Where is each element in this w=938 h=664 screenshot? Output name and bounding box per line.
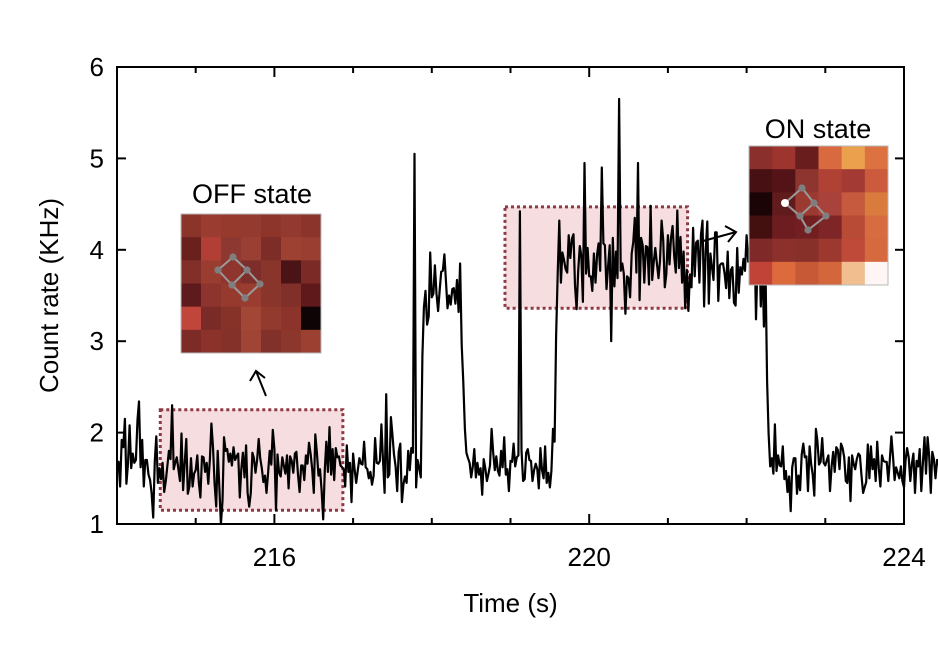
- on-pixel: [772, 215, 796, 240]
- off-pixel: [281, 283, 302, 308]
- off-pixel: [221, 214, 242, 238]
- off-pixel: [201, 283, 222, 308]
- off-state-inset: OFF state: [180, 179, 322, 397]
- on-pixel: [772, 238, 796, 263]
- off-pixel: [241, 306, 262, 331]
- off-pixel: [221, 237, 242, 261]
- x-tick-label: 224: [882, 542, 925, 572]
- on-pixel: [864, 169, 889, 193]
- on-pixel: [841, 261, 866, 286]
- on-pixel: [818, 169, 843, 193]
- on-pixel: [795, 146, 819, 170]
- off-pixel: [261, 283, 282, 308]
- y-axis-label: Count rate (KHz): [34, 198, 64, 393]
- off-pixel: [181, 306, 202, 331]
- on-pixel: [772, 169, 796, 193]
- off-pixel: [301, 283, 322, 308]
- off-pixel: [181, 329, 202, 354]
- on-state-image: [748, 145, 889, 286]
- off-pixel: [301, 306, 322, 331]
- off-pixel: [201, 237, 222, 261]
- off-pixel: [181, 237, 202, 261]
- y-tick-label: 5: [90, 143, 104, 173]
- off-molecule-icon: [214, 253, 264, 302]
- on-pixel: [864, 238, 889, 263]
- x-tick-label: 216: [253, 542, 296, 572]
- x-tick-label: 220: [568, 542, 611, 572]
- off-state-image: [180, 213, 322, 354]
- on-pixel: [818, 261, 843, 286]
- off-pixel: [281, 306, 302, 331]
- off-pixel: [241, 329, 262, 354]
- y-tick-label: 4: [90, 235, 104, 265]
- off-pixel: [301, 214, 322, 238]
- on-pixel: [749, 238, 773, 263]
- off-pixel: [181, 214, 202, 238]
- x-axis-label: Time (s): [463, 588, 557, 618]
- on-pixel: [864, 215, 889, 240]
- off-pixel: [241, 237, 262, 261]
- off-pixel: [261, 306, 282, 331]
- off-pixel: [281, 329, 302, 354]
- off-arrow-icon: [249, 369, 267, 397]
- on-pixel: [841, 238, 866, 263]
- y-tick-label: 2: [90, 418, 104, 448]
- off-pixel: [301, 260, 322, 284]
- off-pixel: [201, 214, 222, 238]
- off-pixel: [301, 329, 322, 354]
- on-pixel: [818, 192, 843, 216]
- on-pixel: [749, 192, 773, 216]
- off-pixel: [261, 237, 282, 261]
- on-pixel: [864, 146, 889, 170]
- on-state-label: ON state: [765, 114, 872, 144]
- on-pixel: [772, 146, 796, 170]
- off-pixel: [221, 329, 242, 354]
- off-pixel: [201, 329, 222, 354]
- on-state-inset: ON state: [702, 114, 889, 286]
- trace-layer: [115, 97, 938, 526]
- on-pixel: [749, 169, 773, 193]
- on-pixel: [772, 261, 796, 286]
- on-arrow-icon: [702, 225, 738, 243]
- on-pixel: [749, 261, 773, 286]
- on-pixel: [818, 238, 843, 263]
- on-pixel: [841, 215, 866, 240]
- off-pixel: [201, 306, 222, 331]
- on-pixel: [841, 146, 866, 170]
- y-tick-label: 3: [90, 326, 104, 356]
- off-pixel: [221, 306, 242, 331]
- on-pixel: [795, 238, 819, 263]
- on-pixel: [864, 192, 889, 216]
- on-pixel-border: [748, 145, 889, 286]
- on-pixel: [841, 169, 866, 193]
- y-tick-label: 1: [90, 509, 104, 539]
- on-pixel: [749, 215, 773, 240]
- on-pixel: [841, 192, 866, 216]
- on-pixel: [818, 215, 843, 240]
- off-pixel: [261, 214, 282, 238]
- off-pixel: [261, 260, 282, 284]
- off-pixel: [181, 260, 202, 284]
- off-pixel: [201, 260, 222, 284]
- off-pixel: [241, 214, 262, 238]
- off-pixel: [181, 283, 202, 308]
- axis-ticks: 1 2 3 4 5 6 216 220 224: [90, 52, 926, 572]
- on-pixel: [795, 192, 819, 216]
- on-pixel: [795, 261, 819, 286]
- off-pixel: [281, 214, 302, 238]
- on-pixel: [864, 261, 889, 286]
- y-tick-label: 6: [90, 52, 104, 82]
- count-rate-trace: [115, 97, 938, 526]
- off-pixel: [241, 260, 262, 284]
- on-molecule-icon: [781, 184, 830, 234]
- on-pixel: [818, 146, 843, 170]
- off-pixel: [281, 237, 302, 261]
- off-pixel: [281, 260, 302, 284]
- off-pixel: [301, 237, 322, 261]
- on-pixel: [749, 146, 773, 170]
- off-state-label: OFF state: [192, 179, 312, 209]
- off-pixel: [261, 329, 282, 354]
- off-pixel-border: [180, 213, 322, 354]
